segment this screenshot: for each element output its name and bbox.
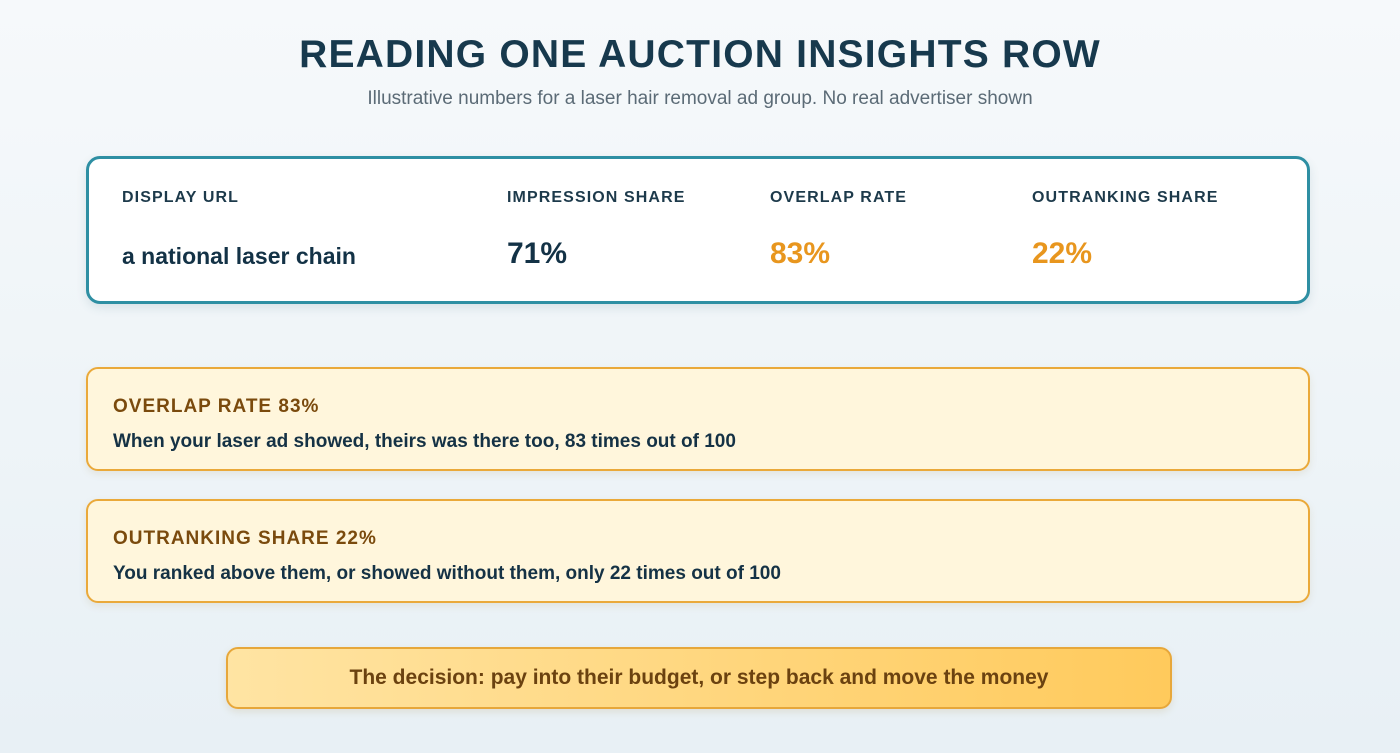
page-subtitle: Illustrative numbers for a laser hair re… xyxy=(367,88,1033,109)
impression-share-label: IMPRESSION SHARE xyxy=(507,189,686,206)
callout-title: OUTRANKING SHARE 22% xyxy=(113,528,377,549)
callout-title: OVERLAP RATE 83% xyxy=(113,396,320,417)
callout-text: When your laser ad showed, theirs was th… xyxy=(113,431,736,452)
auction-insights-row: DISPLAY URL a national laser chain IMPRE… xyxy=(86,156,1310,304)
display-url-value: a national laser chain xyxy=(122,243,356,269)
callout-text: You ranked above them, or showed without… xyxy=(113,563,781,584)
overlap-rate-label: OVERLAP RATE xyxy=(770,189,908,206)
impression-share-value: 71% xyxy=(507,237,568,270)
decision-banner: The decision: pay into their budget, or … xyxy=(226,647,1172,709)
page-title: READING ONE AUCTION INSIGHTS ROW xyxy=(299,33,1101,76)
display-url-label: DISPLAY URL xyxy=(122,189,240,206)
outranking-share-callout: OUTRANKING SHARE 22% You ranked above th… xyxy=(86,499,1310,603)
outranking-share-label: OUTRANKING SHARE xyxy=(1032,189,1219,206)
overlap-rate-callout: OVERLAP RATE 83% When your laser ad show… xyxy=(86,367,1310,471)
overlap-rate-value: 83% xyxy=(770,237,831,270)
outranking-share-value: 22% xyxy=(1032,237,1093,270)
